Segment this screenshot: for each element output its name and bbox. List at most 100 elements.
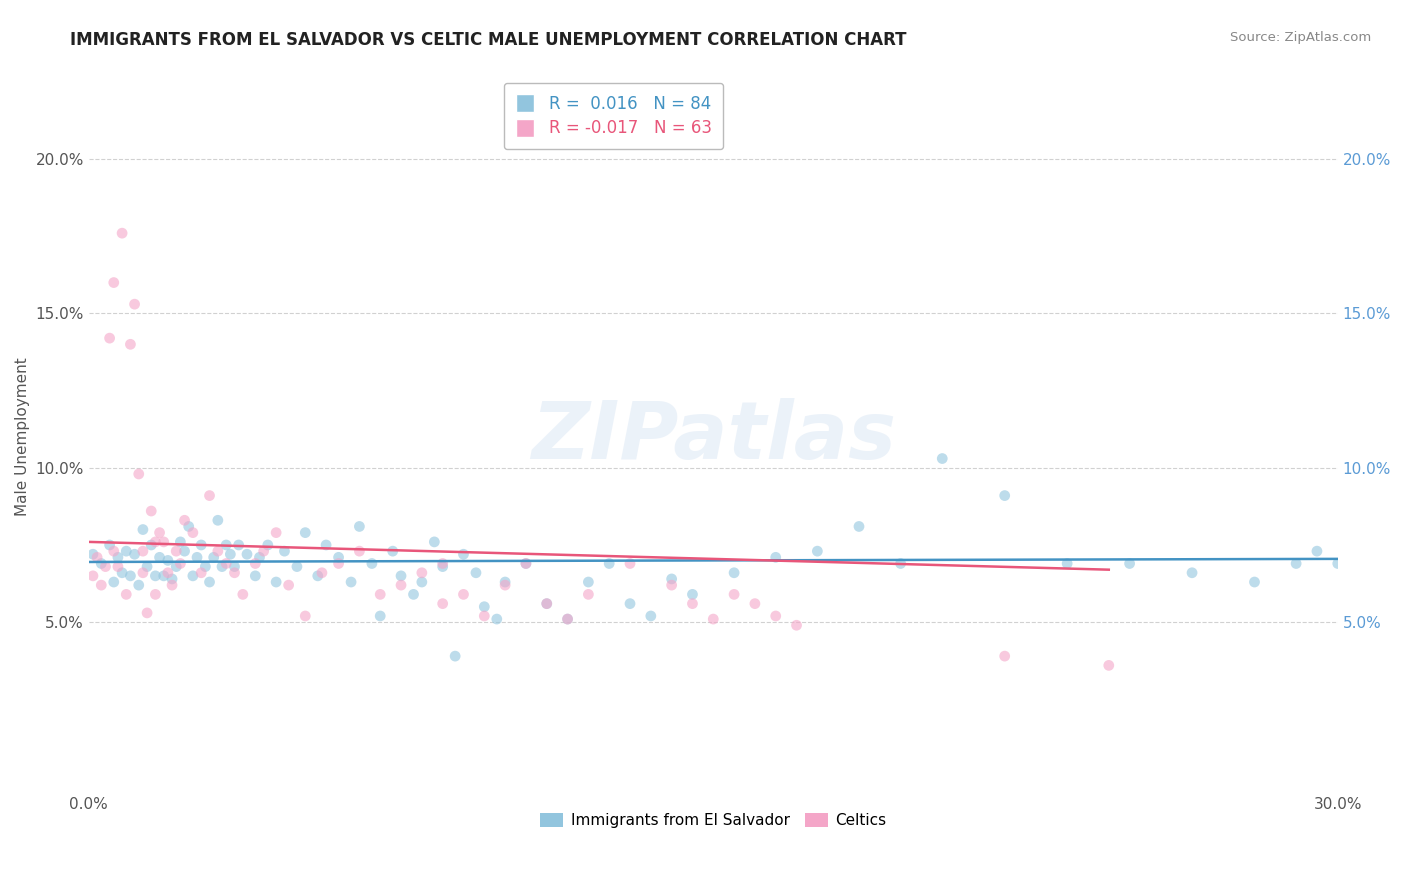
Point: [152, 535, 174, 549]
Point: [98, 538, 121, 552]
Point: [285, 559, 308, 574]
Point: [1285, 557, 1308, 571]
Point: [165, 544, 187, 558]
Point: [145, 569, 167, 583]
Point: [120, 337, 142, 351]
Point: [1306, 544, 1329, 558]
Point: [148, 525, 170, 540]
Point: [136, 606, 159, 620]
Point: [485, 612, 508, 626]
Point: [181, 525, 204, 540]
Point: [619, 557, 641, 571]
Point: [1056, 557, 1078, 571]
Point: [236, 547, 259, 561]
Point: [132, 566, 155, 580]
Point: [368, 587, 391, 601]
Point: [576, 587, 599, 601]
Point: [82, 547, 104, 561]
Point: [848, 519, 870, 533]
Point: [381, 544, 404, 558]
Point: [132, 523, 155, 537]
Point: [177, 519, 200, 533]
Point: [165, 559, 187, 574]
Point: [141, 504, 163, 518]
Point: [307, 569, 329, 583]
Point: [1118, 557, 1140, 571]
Point: [145, 587, 167, 601]
Point: [190, 538, 212, 552]
Point: [723, 587, 745, 601]
Point: [232, 587, 254, 601]
Point: [111, 566, 134, 580]
Point: [202, 550, 225, 565]
Point: [190, 566, 212, 580]
Point: [557, 612, 579, 626]
Point: [198, 574, 221, 589]
Point: [107, 559, 129, 574]
Point: [228, 538, 250, 552]
Point: [245, 569, 267, 583]
Point: [1181, 566, 1204, 580]
Point: [211, 559, 233, 574]
Point: [277, 578, 299, 592]
Point: [765, 609, 787, 624]
Point: [702, 612, 724, 626]
Point: [141, 538, 163, 552]
Point: [181, 569, 204, 583]
Point: [328, 557, 350, 571]
Point: [111, 226, 134, 240]
Point: [806, 544, 828, 558]
Point: [515, 557, 537, 571]
Point: [994, 489, 1017, 503]
Point: [169, 557, 191, 571]
Point: [294, 525, 316, 540]
Point: [90, 557, 112, 571]
Point: [465, 566, 488, 580]
Point: [890, 557, 912, 571]
Point: [194, 559, 217, 574]
Point: [215, 538, 238, 552]
Point: [661, 578, 683, 592]
Point: [249, 550, 271, 565]
Point: [128, 467, 150, 481]
Point: [315, 538, 337, 552]
Text: IMMIGRANTS FROM EL SALVADOR VS CELTIC MALE UNEMPLOYMENT CORRELATION CHART: IMMIGRANTS FROM EL SALVADOR VS CELTIC MA…: [70, 31, 907, 49]
Point: [432, 557, 454, 571]
Point: [598, 557, 620, 571]
Point: [994, 649, 1017, 664]
Point: [253, 544, 276, 558]
Point: [115, 587, 138, 601]
Point: [256, 538, 278, 552]
Point: [207, 544, 229, 558]
Point: [723, 566, 745, 580]
Point: [160, 572, 183, 586]
Point: [682, 597, 704, 611]
Point: [264, 525, 287, 540]
Point: [494, 574, 516, 589]
Point: [311, 566, 333, 580]
Point: [453, 587, 475, 601]
Point: [536, 597, 558, 611]
Point: [264, 574, 287, 589]
Point: [432, 597, 454, 611]
Point: [389, 569, 412, 583]
Point: [1243, 574, 1265, 589]
Point: [245, 557, 267, 571]
Point: [90, 578, 112, 592]
Point: [186, 550, 208, 565]
Point: [224, 559, 246, 574]
Point: [472, 599, 495, 614]
Point: [103, 574, 125, 589]
Point: [515, 557, 537, 571]
Point: [411, 566, 433, 580]
Y-axis label: Male Unemployment: Male Unemployment: [15, 358, 30, 516]
Point: [576, 574, 599, 589]
Point: [148, 550, 170, 565]
Point: [128, 578, 150, 592]
Point: [432, 559, 454, 574]
Point: [786, 618, 808, 632]
Point: [349, 519, 371, 533]
Point: [273, 544, 295, 558]
Point: [661, 572, 683, 586]
Point: [494, 578, 516, 592]
